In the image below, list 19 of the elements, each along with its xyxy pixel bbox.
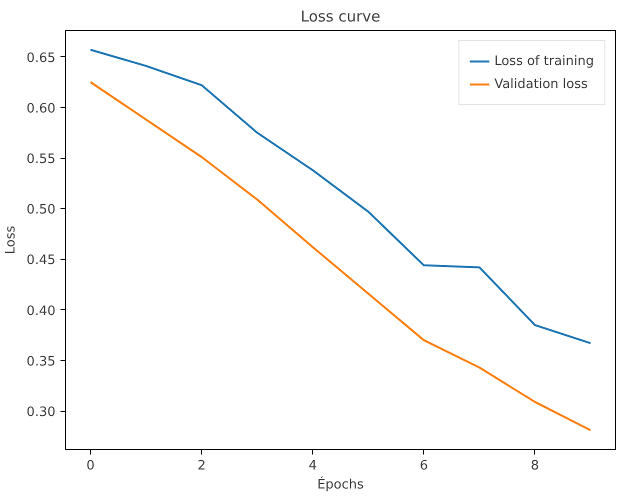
x-tick-label: 2 [197, 458, 206, 474]
chart-title: Loss curve [300, 8, 380, 26]
y-tick-label: 0.30 [26, 405, 56, 420]
legend-label: Validation loss [494, 76, 588, 92]
x-tick-label: 8 [530, 458, 540, 474]
y-tick-label: 0.55 [26, 152, 56, 168]
y-tick-label: 0.50 [26, 202, 56, 218]
x-axis-title: Épochs [317, 476, 364, 492]
y-tick-label: 0.40 [26, 304, 56, 319]
y-tick-label: 0.35 [26, 354, 56, 370]
x-tick-label: 6 [420, 458, 428, 474]
y-tick-label: 0.60 [26, 101, 56, 116]
legend-label: Loss of training [494, 54, 594, 68]
x-tick-label: 0 [86, 458, 95, 474]
x-tick-label: 4 [308, 458, 317, 474]
line-series [90, 48, 592, 344]
y-axis-title: Loss [4, 226, 19, 254]
y-tick-label: 0.45 [26, 253, 56, 268]
y-tick-label: 0.65 [26, 50, 56, 66]
